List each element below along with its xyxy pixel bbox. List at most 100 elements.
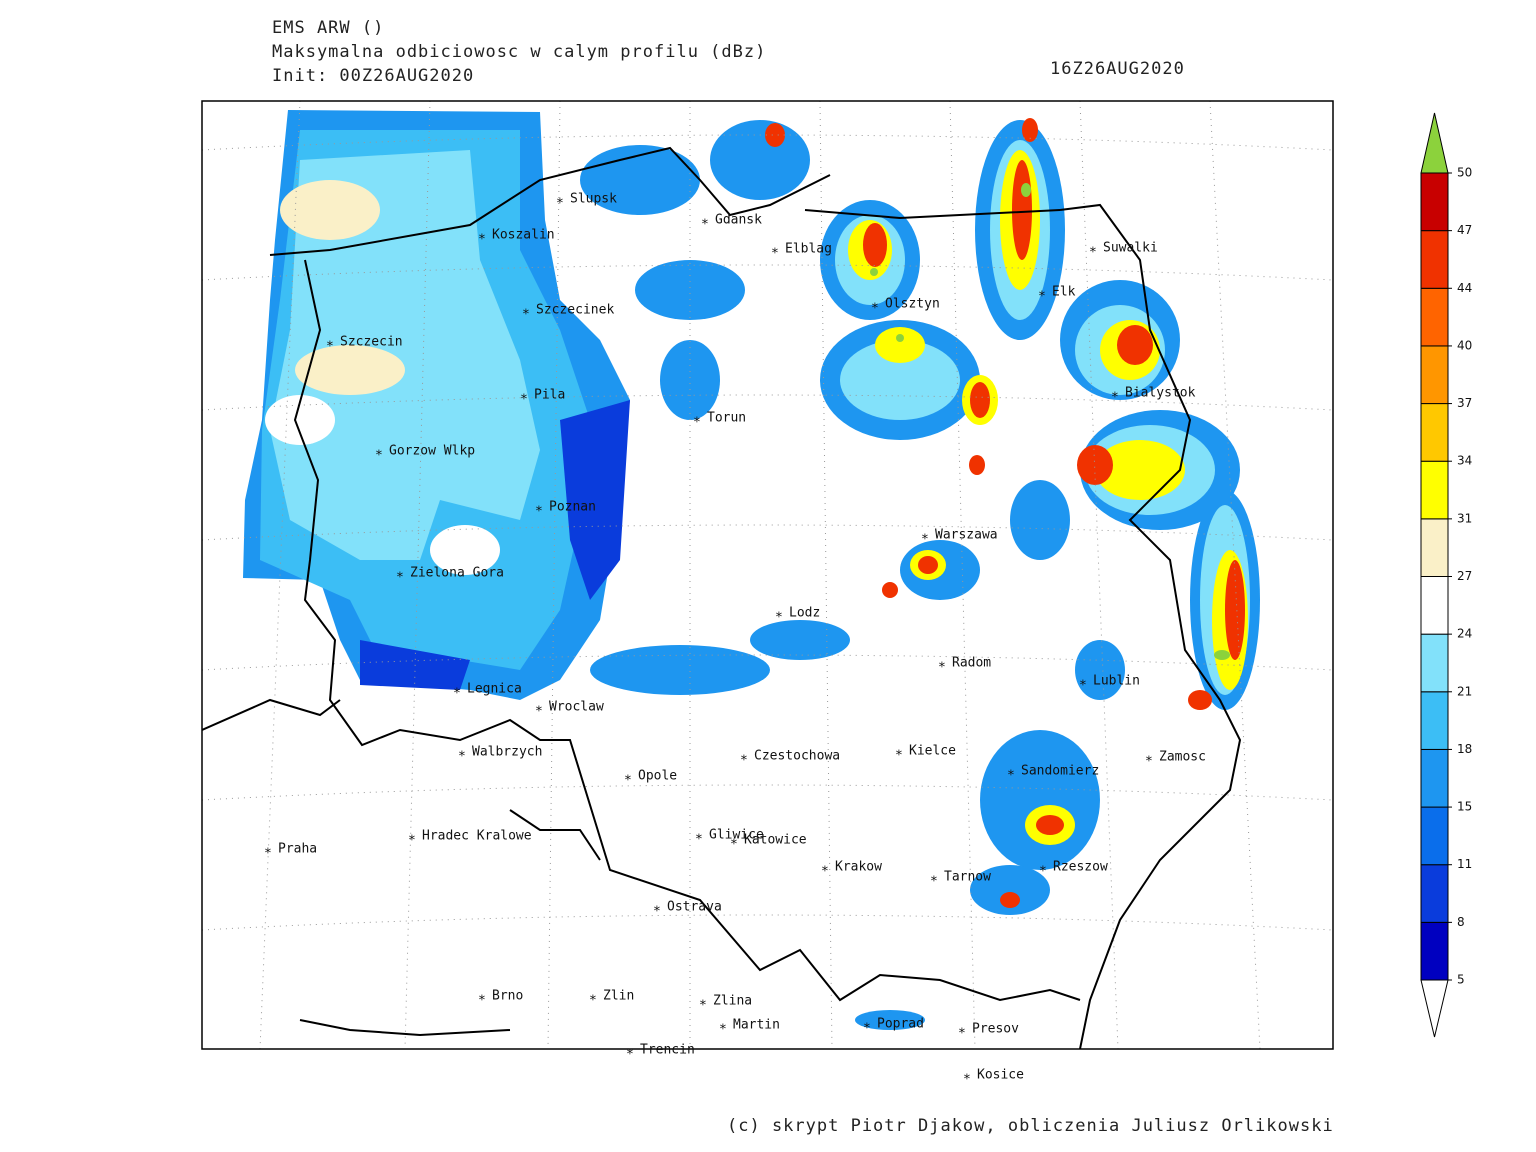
city-marker: ∗ bbox=[871, 299, 879, 314]
city-label: Katowice bbox=[744, 833, 807, 848]
echo-area bbox=[270, 150, 540, 560]
city-marker: ∗ bbox=[624, 771, 632, 786]
city-marker: ∗ bbox=[1007, 766, 1015, 781]
city-label: Krakow bbox=[835, 860, 882, 875]
city-label: Koszalin bbox=[492, 228, 555, 243]
city-marker: ∗ bbox=[535, 502, 543, 517]
colorbar-segment bbox=[1420, 748, 1449, 808]
city-label: Brno bbox=[492, 989, 523, 1004]
model-title: EMS ARW () bbox=[272, 18, 384, 38]
city-label: Praha bbox=[278, 842, 317, 857]
city-label: Gorzow Wlkp bbox=[389, 444, 475, 459]
colorbar-label: 21 bbox=[1457, 684, 1472, 698]
colorbar-segment bbox=[1420, 633, 1449, 693]
borders bbox=[202, 146, 1242, 1049]
city-marker: ∗ bbox=[958, 1024, 966, 1039]
city-label: Tarnow bbox=[944, 870, 991, 885]
city-label: Zamosc bbox=[1159, 750, 1206, 765]
colorbar-label: 31 bbox=[1457, 511, 1472, 525]
colorbar-under bbox=[1420, 979, 1449, 1038]
city-label: Lodz bbox=[789, 606, 820, 621]
city-marker: ∗ bbox=[693, 413, 701, 428]
city-marker: ∗ bbox=[535, 702, 543, 717]
city-label: Sandomierz bbox=[1021, 764, 1099, 779]
field-title: Maksymalna odbiciowosc w calym profilu (… bbox=[272, 42, 766, 62]
city-label: Elk bbox=[1052, 285, 1076, 300]
city-label: Ostrava bbox=[667, 900, 722, 915]
city-label: Opole bbox=[638, 769, 677, 784]
city-marker: ∗ bbox=[1089, 243, 1097, 258]
city-marker: ∗ bbox=[626, 1045, 634, 1060]
city-label: Pila bbox=[534, 388, 565, 403]
colorbar-segment bbox=[1420, 864, 1449, 923]
city-labels: ∗ Slupsk ∗ Koszalin ∗ Gdansk ∗ Elblag ∗ Suwalki ∗ S… bbox=[264, 192, 1206, 1085]
city-marker: ∗ bbox=[719, 1020, 727, 1035]
echo-area bbox=[265, 395, 335, 445]
city-marker: ∗ bbox=[730, 835, 738, 850]
init-time: Init: 00Z26AUG2020 bbox=[272, 66, 474, 86]
city-marker: ∗ bbox=[701, 215, 709, 230]
city-marker: ∗ bbox=[695, 830, 703, 845]
city-marker: ∗ bbox=[963, 1070, 971, 1085]
echo-area bbox=[430, 525, 500, 575]
city-marker: ∗ bbox=[863, 1019, 871, 1034]
echo-area bbox=[280, 180, 380, 240]
city-marker: ∗ bbox=[453, 684, 461, 699]
city-marker: ∗ bbox=[821, 862, 829, 877]
city-marker: ∗ bbox=[478, 230, 486, 245]
colorbar-segment bbox=[1420, 691, 1449, 750]
city-label: Legnica bbox=[467, 682, 522, 697]
city-label: Slupsk bbox=[570, 192, 617, 207]
valid-time: 16Z26AUG2020 bbox=[1050, 59, 1185, 79]
colorbar-label: 27 bbox=[1457, 569, 1472, 583]
city-label: Elblag bbox=[785, 242, 832, 257]
city-label: Radom bbox=[952, 656, 991, 671]
colorbar-segment bbox=[1420, 806, 1449, 866]
echo-area bbox=[560, 400, 630, 600]
city-marker: ∗ bbox=[478, 991, 486, 1006]
city-label: Martin bbox=[733, 1018, 780, 1033]
reflectivity-field bbox=[243, 110, 1260, 1030]
city-marker: ∗ bbox=[408, 831, 416, 846]
colorbar-label: 40 bbox=[1457, 338, 1472, 352]
colorbar-label: 5 bbox=[1457, 973, 1465, 987]
echo-cells bbox=[870, 183, 1230, 660]
city-marker: ∗ bbox=[556, 194, 564, 209]
city-marker: ∗ bbox=[740, 751, 748, 766]
colorbar: 5 8 11 15 18 21 24 27 31 34 37 40 44 47 50 bbox=[1420, 112, 1472, 1038]
colorbar-label: 11 bbox=[1457, 857, 1472, 871]
city-label: Gliwice bbox=[709, 828, 764, 843]
city-marker: ∗ bbox=[895, 746, 903, 761]
city-marker: ∗ bbox=[653, 902, 661, 917]
colorbar-label: 44 bbox=[1457, 281, 1472, 295]
colorbar-label: 47 bbox=[1457, 223, 1472, 237]
city-label: Torun bbox=[707, 411, 746, 426]
graticule bbox=[202, 101, 1333, 1049]
city-marker: ∗ bbox=[699, 996, 707, 1011]
city-marker: ∗ bbox=[921, 530, 929, 545]
colorbar-segment bbox=[1420, 345, 1449, 405]
city-label: Zlin bbox=[603, 989, 634, 1004]
city-label: Wroclaw bbox=[549, 700, 604, 715]
city-label: Kielce bbox=[909, 744, 956, 759]
city-label: Lublin bbox=[1093, 674, 1140, 689]
city-label: Poprad bbox=[877, 1017, 924, 1032]
city-label: Bialystok bbox=[1125, 386, 1196, 401]
city-marker: ∗ bbox=[589, 991, 597, 1006]
city-label: Olsztyn bbox=[885, 297, 940, 312]
city-label: Hradec Kralowe bbox=[422, 829, 532, 844]
colorbar-segment bbox=[1420, 518, 1449, 577]
city-marker: ∗ bbox=[520, 390, 528, 405]
city-marker: ∗ bbox=[1039, 862, 1047, 877]
city-marker: ∗ bbox=[458, 747, 466, 762]
city-label: Trencin bbox=[640, 1043, 695, 1058]
colorbar-over bbox=[1420, 112, 1449, 174]
map-frame bbox=[201, 100, 1334, 1050]
colorbar-label: 50 bbox=[1457, 166, 1472, 180]
colorbar-label: 24 bbox=[1457, 627, 1472, 641]
credits: (c) skrypt Piotr Djakow, obliczenia Juli… bbox=[727, 1116, 1334, 1136]
colorbar-segment bbox=[1420, 172, 1449, 232]
city-label: Zlina bbox=[713, 994, 752, 1009]
city-marker: ∗ bbox=[264, 844, 272, 859]
